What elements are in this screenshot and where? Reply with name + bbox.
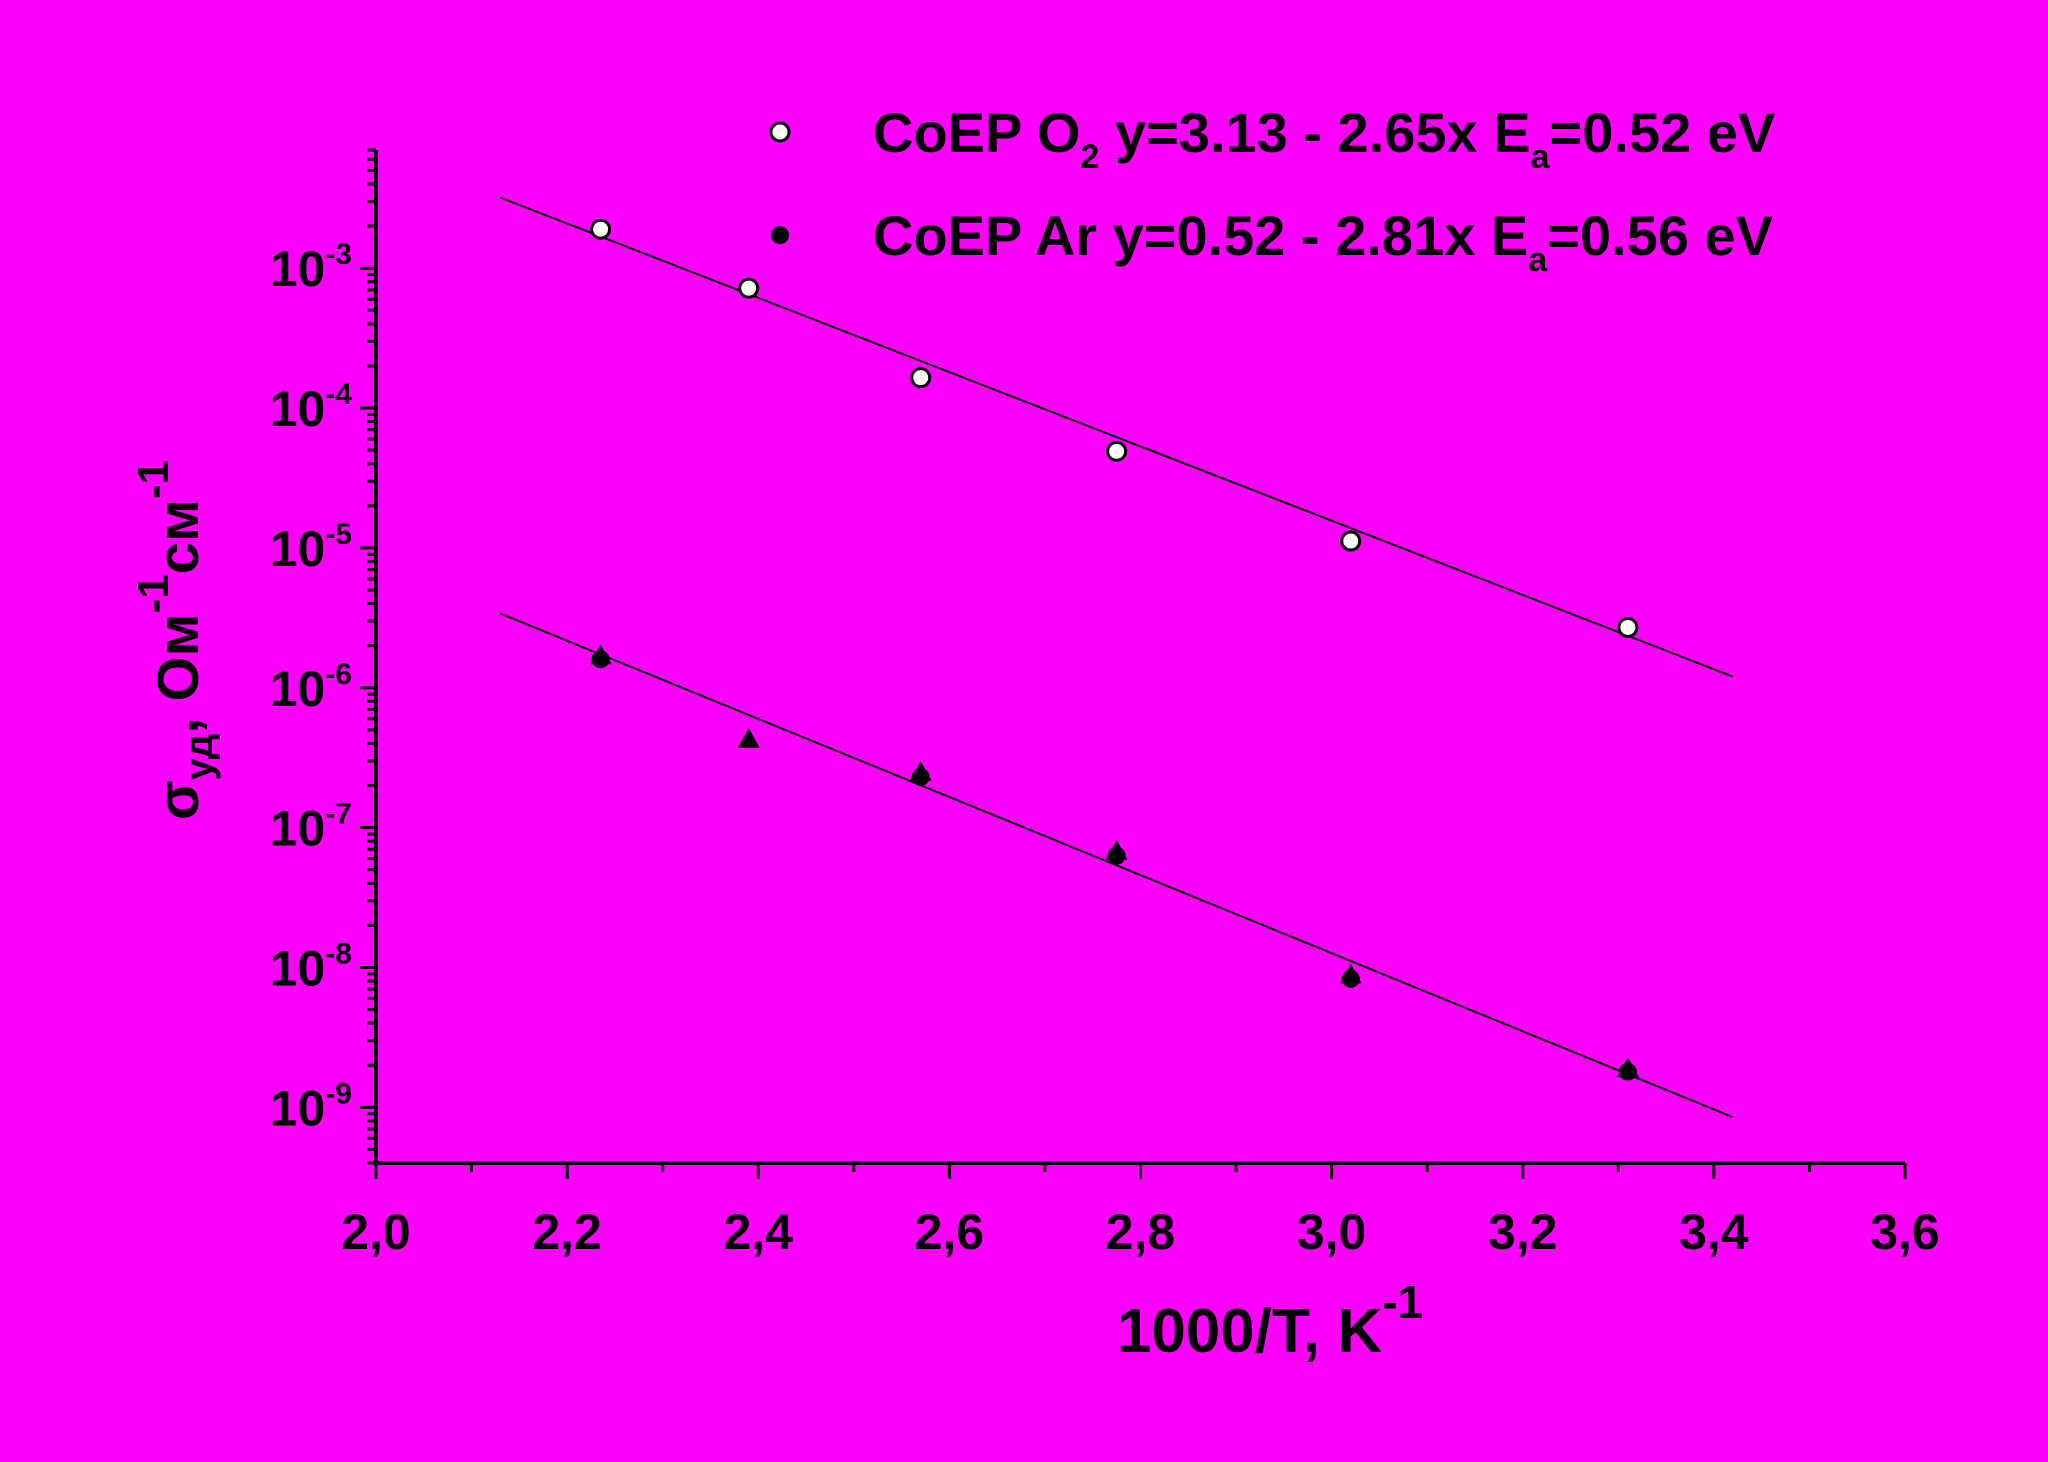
- data-point-filled-circle: [1341, 969, 1360, 988]
- fit-lines: [499, 196, 1734, 1119]
- y-tick-label: 10-9: [270, 1077, 352, 1136]
- fit-line-open-circle: [499, 196, 1734, 678]
- x-axis-ticks: 2,0 2,2 2,4 2,6 2,8 3,0 3,2 3,4 3,6: [341, 1163, 1940, 1260]
- y-tick-label: 10-5: [270, 518, 352, 577]
- data-point-open-circle: [738, 277, 760, 299]
- x-tick-label: 2,0: [341, 1204, 411, 1260]
- data-point-open-circle: [910, 367, 932, 389]
- legend-marker-filled-circle: [771, 226, 789, 244]
- y-axis-label: σуд, Ом-1см-1: [129, 460, 221, 820]
- data-point-filled-circle: [591, 650, 610, 669]
- x-tick-label: 3,0: [1297, 1204, 1367, 1260]
- data-point-filled-triangle: [737, 728, 760, 748]
- data-point-filled-circle: [911, 768, 930, 787]
- y-axis-ticks: 10-3 10-4 10-5 10-6 10-7 10-8 10-9: [270, 148, 376, 1165]
- legend-marker-open-circle: [769, 121, 791, 143]
- y-tick-label: 10-8: [270, 937, 352, 996]
- x-axis-label: 1000/T, K-1: [1117, 1276, 1423, 1366]
- y-tick-label: 10-3: [270, 238, 352, 297]
- data-markers: [589, 218, 1639, 1081]
- y-tick-label: 10-6: [270, 658, 352, 717]
- y-tick-label: 10-4: [270, 378, 353, 437]
- data-point-filled-circle: [1618, 1062, 1637, 1081]
- data-point-open-circle: [1106, 440, 1128, 462]
- x-tick-label: 3,4: [1679, 1204, 1749, 1260]
- legend-entry-ar: CoEP Ar y=0.52 - 2.81x Ea=0.56 eV: [873, 204, 1773, 279]
- data-point-filled-circle: [1107, 846, 1126, 865]
- x-tick-label: 2,6: [915, 1204, 985, 1260]
- x-tick-label: 3,2: [1488, 1204, 1558, 1260]
- legend: CoEP O2 y=3.13 - 2.65x Ea=0.52 eV CoEP A…: [769, 101, 1775, 279]
- data-point-open-circle: [1340, 530, 1362, 552]
- y-tick-label: 10-7: [270, 798, 352, 857]
- x-tick-label: 2,8: [1106, 1204, 1176, 1260]
- legend-entry-o2: CoEP O2 y=3.13 - 2.65x Ea=0.52 eV: [873, 101, 1775, 176]
- x-tick-label: 2,4: [723, 1204, 793, 1260]
- x-tick-label: 3,6: [1870, 1204, 1940, 1260]
- data-point-open-circle: [590, 218, 612, 240]
- x-tick-label: 2,2: [532, 1204, 602, 1260]
- fit-line-filled-circle: [499, 612, 1734, 1119]
- data-point-open-circle: [1617, 616, 1639, 638]
